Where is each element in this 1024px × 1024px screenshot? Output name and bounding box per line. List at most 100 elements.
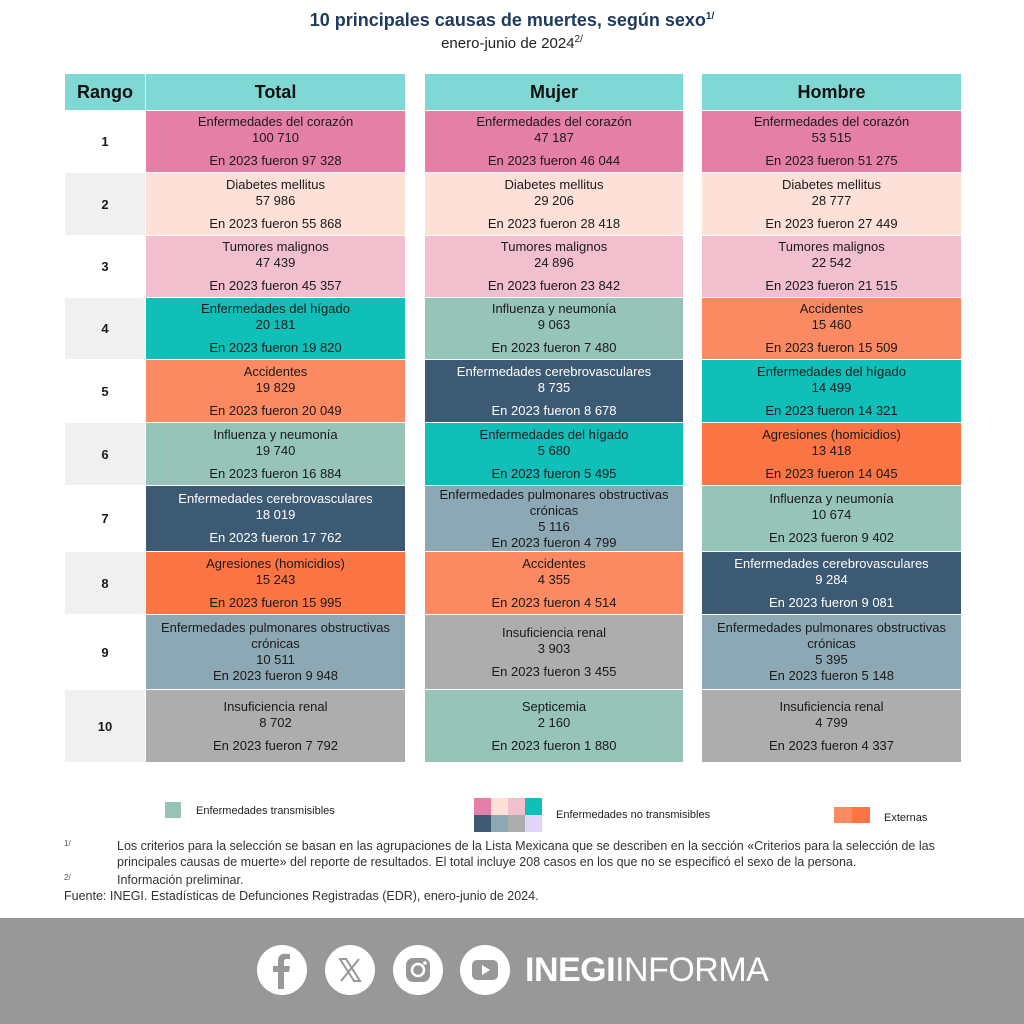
mujer-cause-cell: Enfermedades pulmonares obstructivas cró…	[425, 485, 683, 551]
death-count: 24 896	[534, 255, 574, 270]
mujer-cause-cell: Accidentes 4 355 En 2023 fueron 4 514	[425, 551, 683, 614]
hombre-cause-cell: Accidentes 15 460 En 2023 fueron 15 509	[702, 297, 961, 359]
death-count: 20 181	[255, 317, 296, 332]
mujer-cause-cell: Influenza y neumonía 9 063 En 2023 fueron …	[425, 297, 683, 359]
death-count: 3 903	[537, 640, 571, 656]
rank-cell: 3	[65, 235, 145, 297]
header-hombre: Hombre	[702, 74, 961, 110]
total-cause-cell: Influenza y neumonía 19 740 En 2023 fueron…	[146, 422, 405, 485]
rank-cell: 6	[65, 422, 145, 485]
hombre-cause-cell: Tumores malignos 22 542 En 2023 fueron 21 …	[702, 235, 961, 297]
death-count: 10 511	[256, 652, 295, 667]
cause-name: Enfermedades del hígado	[479, 426, 629, 442]
mujer-cause-cell: Insuficiencia renal 3 903 En 2023 fueron 3…	[425, 614, 683, 689]
hombre-cause-cell: Insuficiencia renal 4 799 En 2023 fueron 4…	[702, 689, 961, 762]
cause-name: Insuficiencia renal	[779, 698, 884, 714]
total-cause-cell: Enfermedades del corazón 100 710 En 2023 f…	[146, 110, 405, 172]
footer-bar: INEGIINFORMA	[0, 918, 1024, 1024]
cause-name: Enfermedades del corazón	[197, 114, 354, 129]
total-cause-cell: Agresiones (homicidios) 15 243 En 2023 fue…	[146, 551, 405, 614]
legend-label-transmisibles: Enfermedades transmisibles	[196, 805, 335, 817]
previous-year-count: En 2023 fueron 17 762	[209, 530, 342, 545]
previous-year-count: En 2023 fueron 21 515	[765, 278, 898, 293]
cause-name: Enfermedades pulmonares obstructivas cró…	[716, 620, 947, 651]
mujer-cause-cell: Septicemia 2 160 En 2023 fueron 1 880	[425, 689, 683, 762]
cause-name: Tumores malignos	[222, 239, 329, 254]
previous-year-count: En 2023 fueron 19 820	[209, 340, 342, 355]
cause-name: Enfermedades cerebrovasculares	[734, 555, 929, 571]
facebook-icon[interactable]	[257, 945, 307, 995]
mujer-cause-cell: Diabetes mellitus 29 206 En 2023 fueron 28…	[425, 172, 683, 235]
youtube-icon[interactable]	[460, 945, 510, 995]
total-cause-cell: Enfermedades pulmonares obstructivas cró…	[146, 614, 405, 689]
death-count: 57 986	[255, 192, 296, 208]
cause-name: Diabetes mellitus	[226, 176, 325, 192]
death-count: 15 460	[811, 317, 852, 332]
x-icon[interactable]	[325, 945, 375, 995]
death-count: 14 499	[811, 379, 852, 395]
mujer-cause-cell: Enfermedades cerebrovasculares 8 735 En 20…	[425, 359, 683, 422]
legend-label-no-transmisibles: Enfermedades no transmisibles	[556, 809, 711, 821]
inegi-informa-logo: INEGIINFORMA	[525, 951, 769, 989]
death-count: 9 284	[815, 571, 848, 587]
death-count: 5 116	[538, 518, 570, 534]
previous-year-count: En 2023 fueron 55 868	[209, 215, 342, 231]
cause-name: Enfermedades pulmonares obstructivas cró…	[160, 620, 391, 651]
cause-name: Enfermedades cerebrovasculares	[178, 491, 373, 506]
previous-year-count: En 2023 fueron 9 948	[212, 668, 339, 683]
total-cause-cell: Insuficiencia renal 8 702 En 2023 fueron 7…	[146, 689, 405, 762]
death-count: 2 160	[537, 714, 571, 730]
cause-name: Septicemia	[521, 698, 587, 714]
death-count: 10 674	[811, 507, 852, 522]
death-count: 8 702	[259, 714, 292, 730]
instagram-icon[interactable]	[393, 945, 443, 995]
previous-year-count: En 2023 fueron 16 884	[209, 465, 342, 481]
cause-name: Accidentes	[799, 301, 864, 316]
rank-column: Rango 1 2 3 4 5 6 7 8 9 10	[65, 74, 145, 762]
death-count: 9 063	[537, 317, 571, 332]
legend-swatch-transmisibles	[165, 802, 181, 818]
death-count: 15 243	[255, 571, 296, 587]
rank-cell: 1	[65, 110, 145, 172]
rank-cell: 7	[65, 485, 145, 551]
death-count: 19 740	[255, 442, 296, 458]
death-count: 47 187	[534, 130, 574, 145]
hombre-column: Hombre Enfermedades del corazón 53 515 En …	[702, 74, 961, 762]
death-count: 28 777	[811, 192, 852, 208]
cause-name: Agresiones (homicidios)	[762, 426, 901, 442]
death-count: 100 710	[252, 130, 299, 145]
cause-name: Diabetes mellitus	[504, 176, 604, 192]
total-cause-cell: Diabetes mellitus 57 986 En 2023 fueron 55…	[146, 172, 405, 235]
legend-swatch-no-transmisibles	[474, 798, 544, 834]
death-count: 19 829	[255, 379, 296, 395]
mujer-cause-cell: Enfermedades del corazón 47 187 En 2023 fu…	[425, 110, 683, 172]
cause-name: Insuficiencia renal	[501, 624, 607, 640]
death-count: 4 355	[537, 571, 571, 587]
cause-name: Enfermedades pulmonares obstructivas cró…	[439, 486, 669, 518]
cause-name: Enfermedades del hígado	[757, 363, 906, 379]
death-count: 18 019	[255, 507, 296, 522]
death-count: 4 799	[815, 714, 848, 730]
rank-cell: 9	[65, 614, 145, 689]
cause-name: Diabetes mellitus	[782, 176, 881, 192]
death-count: 8 735	[537, 379, 571, 395]
rank-cell: 5	[65, 359, 145, 422]
previous-year-count: En 2023 fueron 8 678	[491, 402, 617, 418]
cause-name: Enfermedades del corazón	[476, 114, 632, 129]
cause-name: Enfermedades del corazón	[753, 114, 910, 129]
death-count: 5 680	[537, 442, 571, 458]
hombre-cause-cell: Enfermedades pulmonares obstructivas cró…	[702, 614, 961, 689]
total-cause-cell: Enfermedades del hígado 20 181 En 2023 fue…	[146, 297, 405, 359]
header-rango: Rango	[65, 74, 145, 110]
footnote-1-mark: 1/	[64, 839, 71, 848]
cause-name: Insuficiencia renal	[223, 698, 328, 714]
previous-year-count: En 2023 fueron 14 321	[765, 402, 898, 418]
rank-cell: 2	[65, 172, 145, 235]
cause-name: Influenza y neumonía	[213, 426, 338, 442]
cause-name: Accidentes	[522, 555, 586, 571]
previous-year-count: En 2023 fueron 7 480	[491, 340, 617, 355]
cause-name: Enfermedades cerebrovasculares	[456, 363, 652, 379]
previous-year-count: En 2023 fueron 20 049	[209, 402, 342, 418]
death-count: 29 206	[534, 192, 574, 208]
previous-year-count: En 2023 fueron 4 514	[491, 594, 617, 610]
